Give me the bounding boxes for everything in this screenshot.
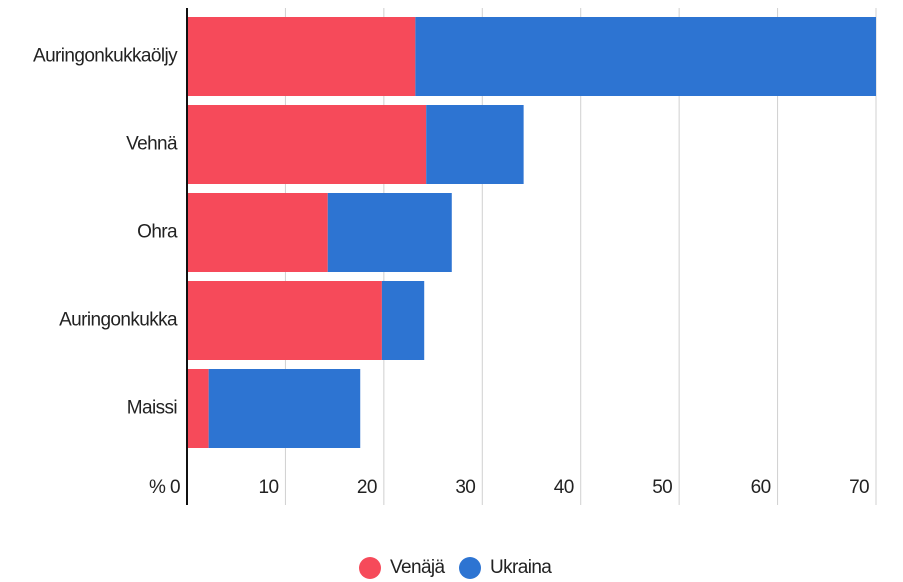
- legend-swatch: [459, 557, 481, 579]
- legend-swatch: [359, 557, 381, 579]
- bar-segment: [426, 105, 524, 184]
- x-tick-label: % 0: [149, 477, 180, 498]
- x-tick-label: 10: [258, 477, 278, 498]
- bar-segment: [415, 17, 876, 96]
- legend-label: Venäjä: [390, 557, 446, 578]
- y-tick-label: Auringonkukkaöljy: [33, 46, 178, 67]
- bar-segment: [187, 17, 416, 96]
- bar-segment: [187, 281, 382, 360]
- y-tick-label: Maissi: [127, 398, 177, 419]
- bar-segment: [327, 193, 452, 272]
- y-tick-label: Vehnä: [126, 134, 178, 155]
- y-tick-label: Auringonkukka: [59, 310, 178, 331]
- x-tick-label: 30: [455, 477, 475, 498]
- legend-item: Venäjä: [359, 557, 446, 579]
- bar-segment: [381, 281, 425, 360]
- x-tick-label: 50: [652, 477, 672, 498]
- bar-segment: [187, 369, 209, 448]
- x-tick-label: 20: [357, 477, 377, 498]
- legend-label: Ukraina: [490, 557, 552, 578]
- x-tick-label: 70: [849, 477, 869, 498]
- legend-item: Ukraina: [459, 557, 553, 579]
- x-tick-label: 40: [554, 477, 574, 498]
- x-tick-label: 60: [751, 477, 771, 498]
- y-tick-label: Ohra: [137, 222, 178, 243]
- bar-segment: [187, 193, 328, 272]
- bar-segment: [187, 105, 427, 184]
- bar-segment: [208, 369, 361, 448]
- bars: [187, 17, 876, 448]
